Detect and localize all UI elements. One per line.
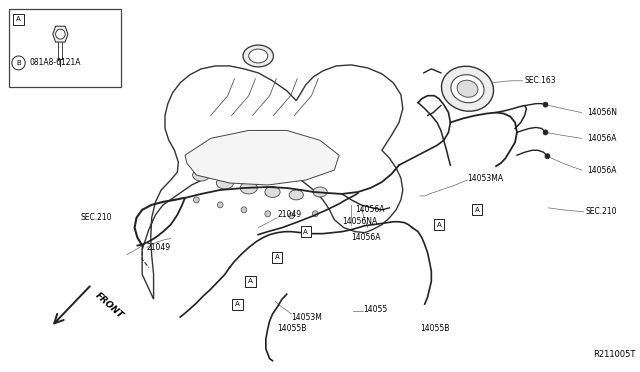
Text: 14053MA: 14053MA [467,174,504,183]
Circle shape [543,102,548,107]
Ellipse shape [240,182,257,194]
FancyBboxPatch shape [245,276,256,287]
Ellipse shape [313,187,327,197]
FancyBboxPatch shape [434,219,444,230]
Text: SEC.210: SEC.210 [586,207,617,216]
FancyBboxPatch shape [301,226,311,237]
Ellipse shape [457,80,478,97]
Text: 14056A: 14056A [355,205,385,214]
Text: A: A [235,301,239,307]
FancyBboxPatch shape [272,252,282,263]
Text: 21049: 21049 [147,243,171,252]
Text: R211005T: R211005T [593,350,636,359]
Text: 21049: 21049 [277,210,301,219]
Circle shape [312,211,318,217]
Ellipse shape [193,169,210,181]
Text: A: A [475,207,479,213]
FancyBboxPatch shape [9,9,121,87]
Ellipse shape [243,45,273,67]
Text: A: A [436,222,442,228]
Text: 14055: 14055 [363,305,387,314]
Text: 14055B: 14055B [277,324,307,333]
Text: SEC.163: SEC.163 [525,76,556,85]
Polygon shape [185,131,339,185]
FancyBboxPatch shape [232,299,243,310]
Polygon shape [52,26,68,42]
Circle shape [193,197,199,203]
Circle shape [543,130,548,135]
FancyBboxPatch shape [472,204,483,215]
Circle shape [12,56,25,70]
FancyBboxPatch shape [13,14,24,25]
Ellipse shape [216,177,234,189]
Text: FRONT: FRONT [93,291,125,321]
Ellipse shape [442,66,493,111]
Text: 14056A: 14056A [588,134,617,143]
Text: A: A [275,254,280,260]
Circle shape [241,207,247,213]
Ellipse shape [289,190,303,200]
Circle shape [56,29,65,39]
Text: 14056N: 14056N [588,108,618,117]
Circle shape [545,154,550,159]
Polygon shape [142,65,403,299]
Circle shape [289,213,294,219]
Ellipse shape [249,49,268,63]
Ellipse shape [451,75,484,103]
Circle shape [265,211,271,217]
Text: 14055B: 14055B [420,324,449,333]
Circle shape [218,202,223,208]
Text: A: A [248,278,253,284]
Text: 14053M: 14053M [291,312,323,321]
Text: A: A [16,16,21,22]
Text: B: B [16,60,21,66]
Text: A: A [303,229,308,235]
Text: 14056NA: 14056NA [342,217,377,226]
Text: SEC.210: SEC.210 [81,213,112,222]
Text: 081A8-6121A: 081A8-6121A [30,58,81,67]
Ellipse shape [265,186,280,198]
Text: 14056A: 14056A [351,233,381,242]
Text: 14056A: 14056A [588,166,617,174]
